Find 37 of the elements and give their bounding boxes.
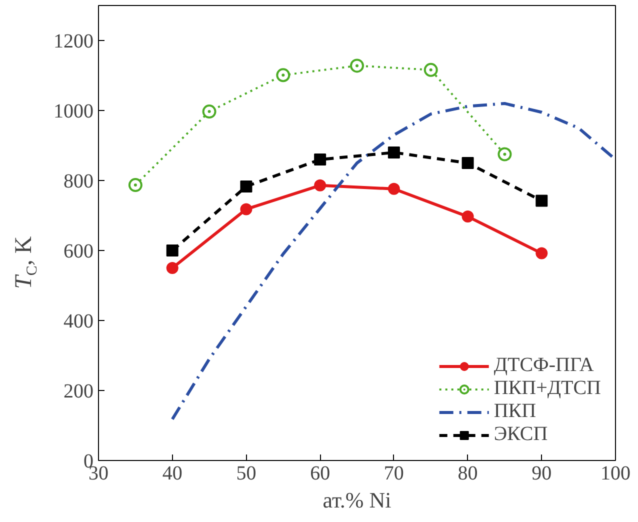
y-tick-label: 1000: [54, 100, 94, 122]
y-tick-label: 800: [64, 170, 94, 192]
point: [536, 247, 548, 260]
line-series: [170, 102, 616, 421]
point: [350, 58, 364, 73]
y-tick-label: 400: [64, 310, 94, 332]
x-tick-label: 50: [236, 462, 256, 484]
x-axis-title: ат.% Ni: [322, 488, 392, 512]
point: [388, 182, 400, 195]
legend-label: ПКП: [494, 400, 536, 423]
x-tick-label: 100: [600, 462, 630, 484]
y-tick-label: 600: [64, 240, 94, 262]
point: [166, 244, 178, 256]
point: [536, 194, 548, 207]
legend-label: ПКП+ДТСП: [494, 377, 601, 400]
point: [166, 262, 178, 274]
x-tick-label: 80: [458, 462, 478, 484]
point: [314, 154, 326, 166]
point: [462, 210, 474, 223]
point: [314, 179, 326, 192]
y-tick-label: 200: [64, 380, 94, 402]
legend-label: ДТСФ-ПГА: [494, 354, 594, 377]
point: [240, 180, 252, 192]
x-tick-label: 40: [162, 462, 182, 484]
y-tick-label: 1200: [54, 30, 94, 52]
point: [462, 157, 474, 169]
x-tick-label: 70: [384, 462, 404, 484]
point: [388, 146, 400, 158]
x-tick-label: 60: [310, 462, 330, 484]
point: [498, 147, 512, 162]
point: [202, 104, 216, 119]
legend-label: ЭКСП: [494, 423, 548, 446]
point: [240, 203, 252, 216]
point: [128, 178, 142, 192]
point: [424, 62, 438, 77]
x-tick-label: 90: [532, 462, 552, 484]
point: [276, 68, 290, 82]
